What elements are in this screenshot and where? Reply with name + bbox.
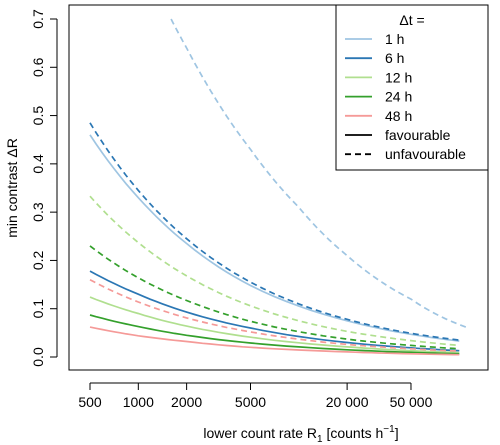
legend-entry-label: 48 h [385,108,412,124]
y-tick-label: 0.4 [30,154,46,174]
x-axis-label-superscript: −1 [383,424,395,435]
y-tick-label: 0.6 [30,57,46,77]
x-axis-label-subscript: 1 [317,434,323,445]
legend: Δt = 1 h 6 h 12 h 24 h 48 h favourable unfavour… [335,4,489,171]
x-axis-label: lower count rate R1 [counts h−1] [203,424,398,445]
legend-entry-label: 12 h [385,69,412,85]
plot-frame [68,4,489,371]
series-line-12h-dashed [89,195,460,347]
series-line-48h-dashed [89,278,460,353]
x-tick-label: 1000 [123,394,154,410]
series-line-24h-dashed [89,245,460,350]
series-line-1h-dashed [170,18,467,328]
legend-entry-label: 1 h [385,31,404,47]
x-tick-label: 2000 [171,394,202,410]
series-line-1h-solid [89,134,460,342]
series-line-24h-solid [89,314,460,355]
x-tick-label: 20 000 [326,394,369,410]
legend-title: Δt = [399,12,424,28]
legend-entry-label: unfavourable [385,146,466,162]
y-tick-label: 0.0 [30,347,46,367]
legend-entry-label: 6 h [385,50,404,66]
y-tick-label: 0.1 [30,299,46,319]
y-axis: 0.0 0.1 0.2 0.3 0.4 0.5 0.6 0.7 [30,9,58,367]
x-tick-label: 5000 [235,394,266,410]
series-line-12h-solid [89,296,460,354]
y-tick-label: 0.7 [30,9,46,29]
plot-lines [89,18,467,356]
x-tick-label: 50 000 [390,394,433,410]
y-tick-label: 0.3 [30,202,46,222]
y-tick-label: 0.2 [30,250,46,270]
legend-box [335,4,489,171]
legend-entry-label: favourable [385,127,451,143]
x-axis: 500 1000 2000 5000 20 000 50 000 [78,382,433,410]
y-axis-label: min contrast ΔR [4,138,20,238]
series-line-6h-dashed [89,122,460,341]
x-tick-label: 500 [78,394,102,410]
legend-entry-label: 24 h [385,89,412,105]
series-line-6h-solid [89,270,460,352]
y-tick-label: 0.5 [30,106,46,126]
series-line-48h-solid [89,326,460,356]
